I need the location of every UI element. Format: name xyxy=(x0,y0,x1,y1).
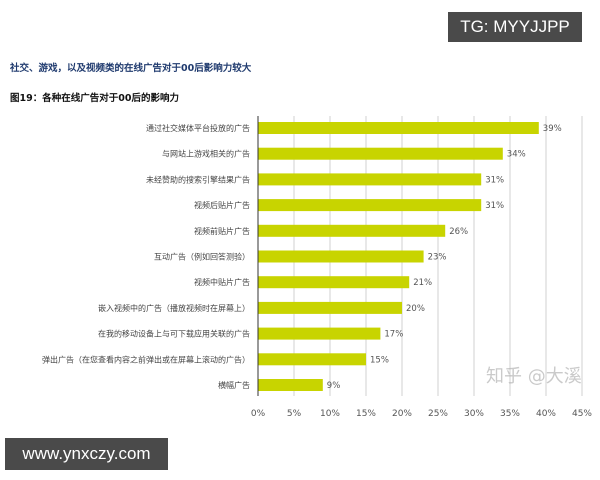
data-label: 26% xyxy=(449,227,468,237)
category-label: 在我的移动设备上与可下载应用关联的广告 xyxy=(98,329,250,339)
category-label: 横幅广告 xyxy=(218,380,250,390)
x-tick-label: 45% xyxy=(572,409,592,419)
x-tick-label: 0% xyxy=(251,409,266,419)
category-label: 视频后贴片广告 xyxy=(194,200,250,210)
x-tick-label: 5% xyxy=(287,409,302,419)
data-label: 17% xyxy=(384,330,403,340)
category-label: 与网站上游戏相关的广告 xyxy=(162,149,250,159)
bar xyxy=(258,122,539,134)
zhihu-watermark: 知乎 @大溪 xyxy=(486,366,582,387)
site-watermark: www.ynxczy.com xyxy=(5,438,168,470)
data-label: 23% xyxy=(428,253,447,263)
tg-watermark: TG: MYYJJPP xyxy=(448,12,582,42)
x-tick-label: 40% xyxy=(536,409,556,419)
bar xyxy=(258,199,482,212)
data-label: 15% xyxy=(370,355,389,365)
data-label: 34% xyxy=(507,150,526,160)
data-label: 31% xyxy=(485,175,504,185)
x-tick-label: 25% xyxy=(428,409,448,419)
x-tick-label: 30% xyxy=(464,409,484,419)
bar xyxy=(258,147,503,160)
category-label: 通过社交媒体平台投放的广告 xyxy=(146,123,250,133)
bar xyxy=(258,301,402,314)
category-label: 嵌入视频中的广告（播放视频时在屏幕上） xyxy=(98,303,250,313)
data-label: 31% xyxy=(485,201,504,211)
x-tick-label: 20% xyxy=(392,409,412,419)
chart-title: 图19：各种在线广告对于00后的影响力 xyxy=(10,93,179,104)
headline: 社交、游戏，以及视频类的在线广告对于00后影响力较大 xyxy=(10,63,252,74)
bar xyxy=(258,224,446,237)
x-tick-label: 35% xyxy=(500,409,520,419)
data-label: 20% xyxy=(406,304,425,314)
x-tick-label: 10% xyxy=(320,409,340,419)
bar xyxy=(258,276,410,289)
category-label: 未经赞助的搜索引擎结果广告 xyxy=(146,174,250,184)
x-tick-label: 15% xyxy=(356,409,376,419)
category-label: 视频前贴片广告 xyxy=(194,226,250,236)
category-label: 弹出广告（在您查看内容之前弹出或在屏幕上滚动的广告） xyxy=(42,354,250,364)
bar xyxy=(258,327,381,340)
bar xyxy=(258,379,323,391)
category-label: 视频中贴片广告 xyxy=(194,277,250,287)
data-label: 21% xyxy=(413,278,432,288)
bar xyxy=(258,250,424,263)
data-label: 39% xyxy=(543,124,562,134)
data-label: 9% xyxy=(327,381,341,391)
bar xyxy=(258,353,366,366)
category-label: 互动广告（例如回答测验） xyxy=(154,252,250,262)
bar xyxy=(258,173,482,186)
